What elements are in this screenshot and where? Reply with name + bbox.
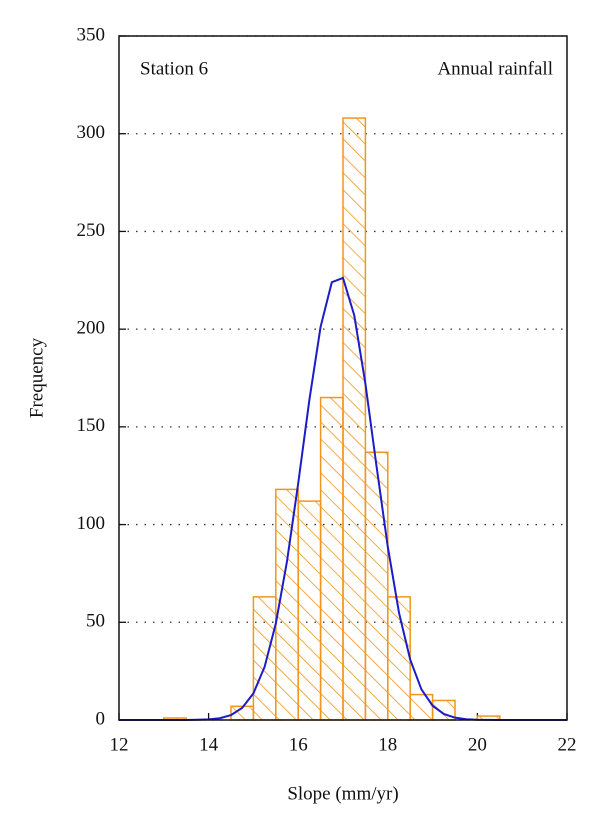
y-tick-label: 300 [77,122,106,143]
y-tick-label: 350 [77,24,106,45]
fit-curve [119,276,567,721]
plot-frame [118,35,568,721]
y-tick-label: 50 [86,611,105,632]
annotation: Annual rainfall [437,58,553,79]
y-tick-label: 100 [77,513,106,534]
x-axis-label: Slope (mm/yr) [287,783,398,804]
y-tick-label: 150 [77,415,106,436]
bar [252,596,277,721]
y-tick-label: 250 [77,220,106,241]
annotation: Station 6 [140,58,208,79]
bar [342,117,367,721]
x-tick-label: 22 [558,734,577,755]
y-axis-label: Frequency [26,337,47,418]
x-tick-label: 20 [468,734,487,755]
bar [409,693,434,721]
x-tick-label: 14 [199,734,219,755]
bar [297,500,322,721]
y-tick-label: 0 [96,708,106,729]
bar [319,396,344,721]
x-tick-label: 16 [289,734,308,755]
x-tick-label: 18 [378,734,397,755]
bar [364,451,389,721]
y-tick-label: 200 [77,318,106,339]
x-tick-label: 12 [110,734,129,755]
